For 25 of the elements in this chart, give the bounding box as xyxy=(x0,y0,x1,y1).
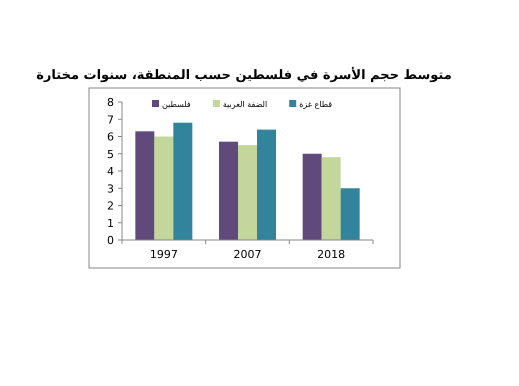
y-tick-label: 0 xyxy=(107,234,114,247)
bar xyxy=(257,130,276,240)
bar xyxy=(219,142,238,240)
bar xyxy=(238,145,257,240)
y-tick-label: 6 xyxy=(107,130,114,144)
x-tick-label: 2007 xyxy=(234,248,262,261)
bar xyxy=(154,136,174,240)
x-tick-label: 1997 xyxy=(150,248,178,261)
bar xyxy=(340,188,360,240)
y-tick-label: 2 xyxy=(107,200,114,212)
bar xyxy=(322,157,341,240)
legend-label: فلسطين xyxy=(162,100,191,109)
bar xyxy=(302,154,322,240)
x-tick-label: 2018 xyxy=(317,248,346,261)
legend-label: قطاع غزة xyxy=(299,100,332,109)
y-tick-label: 3 xyxy=(107,182,114,196)
bar xyxy=(135,131,154,240)
title: متوسط حجم الأسرة في فلسطين حسب المنطقة، سنوات مختارة xyxy=(36,68,452,83)
y-tick-label: 7 xyxy=(107,113,114,126)
y-tick-label: 5 xyxy=(107,148,114,161)
bar xyxy=(173,122,192,240)
y-tick-label: 8 xyxy=(107,96,114,109)
y-tick-label: 1 xyxy=(107,216,114,230)
y-tick-label: 4 xyxy=(107,165,114,178)
legend-label: الضفة الغربية xyxy=(222,100,268,109)
